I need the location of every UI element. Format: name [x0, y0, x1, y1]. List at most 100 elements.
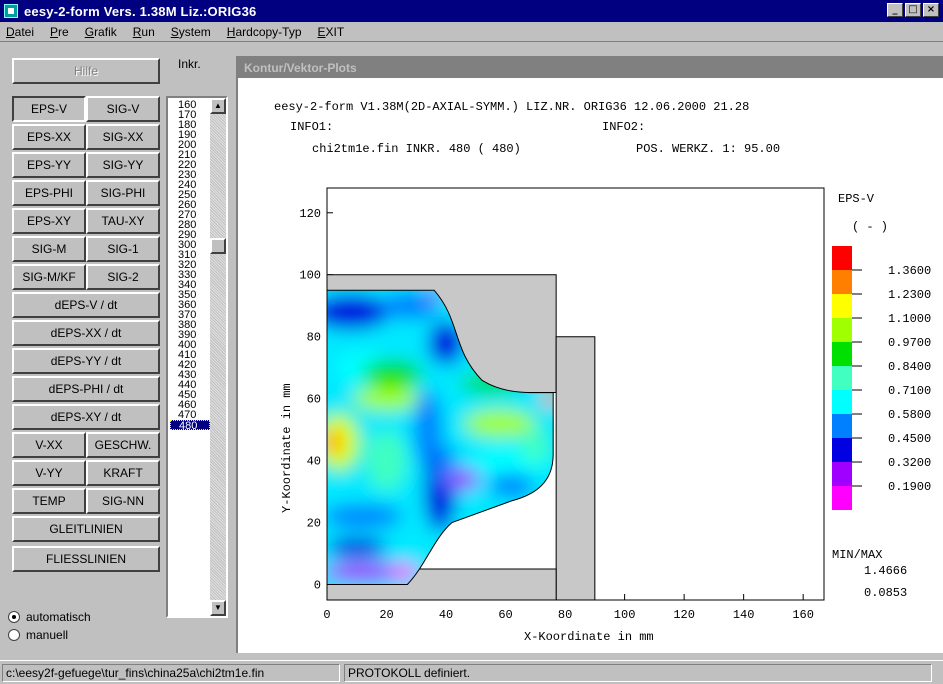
legend-swatch — [832, 366, 852, 390]
x-axis-label: X-Koordinate in mm — [524, 630, 654, 644]
increment-item[interactable]: 260 — [178, 199, 197, 211]
increment-item[interactable]: 400 — [178, 339, 197, 351]
increment-item[interactable]: 160 — [178, 99, 197, 111]
increment-item[interactable]: 430 — [178, 369, 197, 381]
increment-item[interactable]: 390 — [178, 329, 197, 341]
increment-item[interactable]: 290 — [178, 229, 197, 241]
deps-yy-dt-button[interactable]: dEPS-YY / dt — [12, 348, 160, 374]
scroll-down-icon[interactable]: ▼ — [210, 600, 226, 616]
y-tick-label: 20 — [307, 517, 321, 531]
sig-yy-button[interactable]: SIG-YY — [86, 152, 160, 178]
increment-item[interactable]: 410 — [178, 349, 197, 361]
radio-automatisch-label: automatisch — [26, 610, 91, 624]
increment-item[interactable]: 360 — [178, 299, 197, 311]
increment-item[interactable]: 340 — [178, 279, 197, 291]
plot-header-line1: eesy-2-form V1.38M(2D-AXIAL-SYMM.) LIZ.N… — [274, 100, 749, 114]
eps-xy-button[interactable]: EPS-XY — [12, 208, 86, 234]
increment-item[interactable]: 470 — [178, 409, 197, 421]
hilfe-button[interactable]: Hilfe — [12, 58, 160, 84]
menu-run[interactable]: Run — [132, 24, 155, 39]
menu-pre[interactable]: Pre — [50, 24, 69, 39]
listbox-scrollbar[interactable]: ▲ ▼ — [210, 98, 226, 616]
increment-item[interactable]: 460 — [178, 399, 197, 411]
increment-item[interactable]: 450 — [178, 389, 197, 401]
increment-item[interactable]: 230 — [178, 169, 197, 181]
sig-v-button[interactable]: SIG-V — [86, 96, 160, 122]
plot-window-title: Kontur/Vektor-Plots — [238, 58, 943, 78]
scroll-thumb[interactable] — [210, 238, 226, 254]
legend-value: 1.1000 — [888, 312, 931, 326]
sig-m-kf-button[interactable]: SIG-M/KF — [12, 264, 86, 290]
increment-item[interactable]: 320 — [178, 259, 197, 271]
increment-item[interactable]: 250 — [178, 189, 197, 201]
increment-item[interactable]: 300 — [178, 239, 197, 251]
contour-field — [327, 290, 554, 585]
increment-item[interactable]: 350 — [178, 289, 197, 301]
tau-xy-button[interactable]: TAU-XY — [86, 208, 160, 234]
gleitlinien-button[interactable]: GLEITLINIEN — [12, 516, 160, 542]
increment-item[interactable]: 170 — [178, 109, 197, 121]
menu-hardcopy-typ[interactable]: Hardcopy-Typ — [226, 24, 302, 39]
increment-item[interactable]: 240 — [178, 179, 197, 191]
close-icon[interactable]: × — [923, 3, 939, 17]
v-yy-button[interactable]: V-YY — [12, 460, 86, 486]
fliesslinien-button[interactable]: FLIESSLINIEN — [12, 546, 160, 572]
increment-item[interactable]: 370 — [178, 309, 197, 321]
legend-swatch — [832, 414, 852, 438]
sig-phi-button[interactable]: SIG-PHI — [86, 180, 160, 206]
temp-button[interactable]: TEMP — [12, 488, 86, 514]
v-xx-button[interactable]: V-XX — [12, 432, 86, 458]
increment-item[interactable]: 420 — [178, 359, 197, 371]
x-tick-label: 0 — [323, 608, 330, 622]
menu-datei[interactable]: Datei — [6, 24, 35, 39]
increment-item[interactable]: 220 — [178, 159, 197, 171]
increment-item[interactable]: 210 — [178, 149, 197, 161]
deps-phi-dt-button[interactable]: dEPS-PHI / dt — [12, 376, 160, 402]
legend-swatch — [832, 462, 852, 486]
deps-xx-dt-button[interactable]: dEPS-XX / dt — [12, 320, 160, 346]
eps-v-button[interactable]: EPS-V — [12, 96, 86, 122]
menu-system[interactable]: System — [170, 24, 211, 39]
inkr-label: Inkr. — [178, 57, 201, 71]
geschw-button[interactable]: GESCHW. — [86, 432, 160, 458]
deps-xy-dt-button[interactable]: dEPS-XY / dt — [12, 404, 160, 430]
increment-item[interactable]: 310 — [178, 249, 197, 261]
sig-nn-button[interactable]: SIG-NN — [86, 488, 160, 514]
increment-item[interactable]: 180 — [178, 119, 197, 131]
radio-automatisch-dot[interactable] — [8, 611, 20, 623]
maximize-icon[interactable]: □ — [905, 3, 921, 17]
sig-2-button[interactable]: SIG-2 — [86, 264, 160, 290]
increment-item[interactable]: 330 — [178, 269, 197, 281]
legend-value: 0.4500 — [888, 432, 931, 446]
menu-exit[interactable]: EXIT — [317, 24, 345, 39]
radio-manuell-dot[interactable] — [8, 629, 20, 641]
sig-1-button[interactable]: SIG-1 — [86, 236, 160, 262]
legend-title: EPS-V — [838, 192, 875, 206]
kraft-button[interactable]: KRAFT — [86, 460, 160, 486]
increment-item[interactable]: 280 — [178, 219, 197, 231]
increment-listbox[interactable]: 160 170 180 190 200 210 220 230 240 250 260 270 280 2… — [166, 96, 228, 618]
legend-value: 0.3200 — [888, 456, 931, 470]
radio-manuell-label: manuell — [26, 628, 69, 642]
y-tick-label: 80 — [307, 331, 321, 345]
radio-automatisch[interactable]: automatisch — [8, 610, 91, 624]
sig-m-button[interactable]: SIG-M — [12, 236, 86, 262]
deps-v-dt-button[interactable]: dEPS-V / dt — [12, 292, 160, 318]
increment-item[interactable]: 200 — [178, 139, 197, 151]
radio-manuell[interactable]: manuell — [8, 628, 68, 642]
increment-item[interactable]: 380 — [178, 319, 197, 331]
eps-yy-button[interactable]: EPS-YY — [12, 152, 86, 178]
scroll-up-icon[interactable]: ▲ — [210, 98, 226, 114]
eps-phi-button[interactable]: EPS-PHI — [12, 180, 86, 206]
increment-item[interactable]: 480 — [170, 420, 210, 432]
menu-grafik[interactable]: Grafik — [84, 24, 117, 39]
minimize-icon[interactable]: _ — [887, 3, 903, 17]
increment-item[interactable]: 270 — [178, 209, 197, 221]
increment-item[interactable]: 440 — [178, 379, 197, 391]
legend-swatch — [832, 246, 852, 270]
eps-xx-button[interactable]: EPS-XX — [12, 124, 86, 150]
y-tick-label: 100 — [299, 269, 321, 283]
sig-xx-button[interactable]: SIG-XX — [86, 124, 160, 150]
app-icon[interactable] — [4, 4, 18, 18]
increment-item[interactable]: 190 — [178, 129, 197, 141]
